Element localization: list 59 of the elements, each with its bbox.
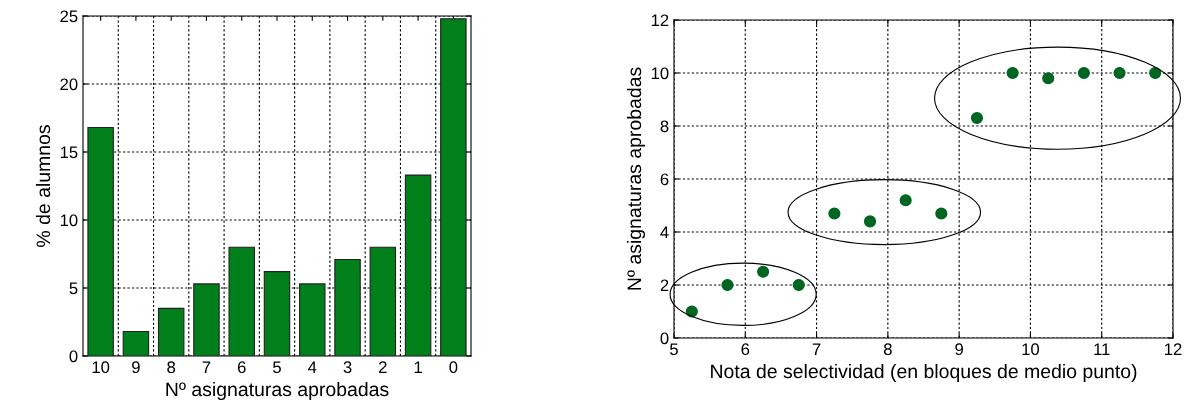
x-tick-label: 3 [343,361,352,374]
y-tick-label: 6 [660,173,669,186]
x-tick-label: 8 [883,343,892,356]
x-tick-label: 4 [308,361,317,373]
x-axis-title: Nota de selectividad (en bloques de medio punto) [711,363,1137,383]
point [935,207,948,220]
point [721,278,734,292]
bar [404,174,432,356]
y-tick-label: 10 [60,214,78,227]
x-tick-label: 10 [92,361,110,374]
x-tick-label: 11 [1094,343,1110,355]
y-tick-label: 25 [60,10,78,23]
y-tick-label: 5 [69,282,78,295]
bar [263,271,291,356]
y-tick-label: 12 [651,14,669,27]
y-tick-label: 20 [60,78,78,91]
point [792,278,805,292]
point [899,194,912,207]
x-tick-label: 7 [812,343,821,355]
x-tick-label: 9 [955,343,963,356]
bar [193,283,220,356]
y-tick-label: 8 [660,120,669,133]
y-axis-title: Nº asignaturas aprobadas [626,67,646,290]
x-tick-label: 6 [237,361,246,374]
point [1077,66,1090,80]
x-tick-label: 5 [273,361,281,374]
x-tick-label: 7 [202,361,211,373]
point [757,265,770,278]
y-tick-label: 2 [660,279,669,292]
point [828,207,841,220]
x-tick-label: 8 [167,361,176,374]
x-tick-label: 5 [670,343,678,356]
y-tick-label: 0 [660,332,669,345]
point [863,215,877,228]
x-tick-label: 1 [414,361,422,373]
x-tick-label: 10 [1022,343,1040,356]
bar [87,126,114,356]
x-tick-label: 2 [379,361,387,373]
y-tick-label: 15 [60,146,78,159]
bar [157,307,185,356]
point [1149,66,1162,80]
point [1006,66,1019,80]
point [1113,66,1126,80]
y-tick-label: 10 [651,67,669,80]
x-axis-title: Nº asignaturas aprobadas [166,381,389,401]
x-tick-label: 6 [741,343,750,356]
bar [369,246,397,356]
y-tick-label: 4 [660,226,669,239]
x-tick-label: 9 [132,361,140,374]
bar [299,283,326,356]
bar [440,18,467,356]
point [1042,72,1055,85]
point [970,111,984,125]
bar [334,258,361,356]
x-tick-label: 12 [1165,343,1182,355]
y-axis-title: % de alumnos [35,125,51,247]
x-tick-label: 0 [449,361,458,374]
bar [122,330,150,356]
bar [228,246,255,356]
